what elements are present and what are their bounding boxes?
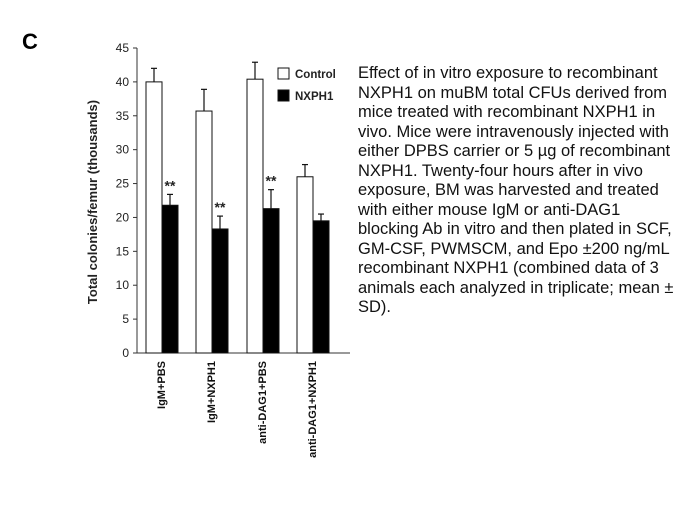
y-tick-label: 20 bbox=[116, 210, 130, 224]
legend-label: NXPH1 bbox=[295, 91, 334, 103]
category-label: IgM+PBS bbox=[156, 361, 168, 409]
bar-chart: C Total colonies/femur (thousands) 0 5 10 1… bbox=[22, 29, 350, 458]
y-tick-label: 45 bbox=[116, 41, 130, 55]
bar-control bbox=[195, 110, 213, 354]
y-tick-label: 5 bbox=[122, 312, 129, 326]
figure-caption: Effect of in vitro exposure to recombina… bbox=[358, 64, 674, 316]
category-label: anti-DAG1+PBS bbox=[257, 361, 269, 444]
y-tick-label: 30 bbox=[116, 143, 130, 157]
bar-nxph1 bbox=[161, 204, 179, 354]
bar-nxph1 bbox=[262, 208, 280, 354]
y-tick-label: 40 bbox=[116, 75, 130, 89]
category-label: anti-DAG1+NXPH1 bbox=[307, 361, 319, 458]
y-tick-label: 15 bbox=[116, 244, 130, 258]
bar-control bbox=[145, 81, 163, 354]
y-tick-label: 10 bbox=[116, 278, 130, 292]
y-tick-label: 25 bbox=[116, 177, 130, 191]
bar-control bbox=[246, 78, 264, 354]
panel-label: C bbox=[22, 29, 38, 54]
significance-marker: ** bbox=[165, 177, 176, 193]
y-axis-label: Total colonies/femur (thousands) bbox=[85, 100, 100, 304]
legend-label: Control bbox=[295, 69, 336, 81]
y-tick-label: 0 bbox=[122, 346, 129, 360]
legend-swatch-nxph1 bbox=[277, 89, 290, 102]
bar-nxph1 bbox=[312, 220, 330, 354]
category-label: IgM+NXPH1 bbox=[206, 361, 218, 423]
bar-nxph1 bbox=[211, 228, 229, 354]
y-tick-label: 35 bbox=[116, 109, 130, 123]
significance-marker: ** bbox=[266, 173, 277, 189]
bar-control bbox=[296, 176, 314, 354]
legend-swatch-control bbox=[277, 67, 290, 80]
significance-marker: ** bbox=[215, 199, 226, 215]
